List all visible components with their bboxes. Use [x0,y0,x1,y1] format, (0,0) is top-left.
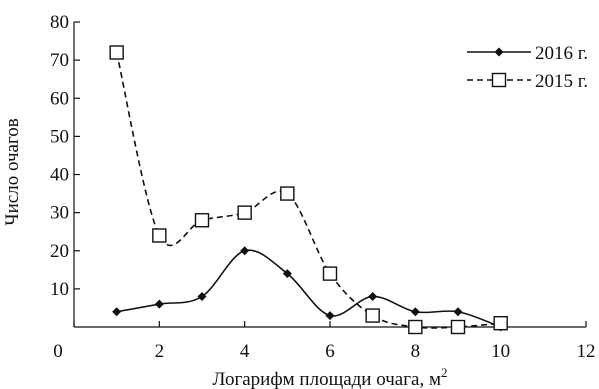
legend-item-0: 2016 г. [467,43,588,64]
data-point [280,186,295,201]
y-tick-label: 20 [50,241,69,262]
y-tick-label: 10 [50,279,69,300]
data-point [325,311,335,321]
y-tick-label: 80 [50,12,69,33]
series-line-0 [116,249,501,328]
series-group [109,45,508,335]
x-tick-label: 0 [53,341,63,362]
x-axis-title-text: Логарифм площади очага, м [213,369,441,389]
y-tick-label: 70 [50,50,69,71]
x-tick-label: 10 [491,341,510,362]
data-point [237,205,252,220]
series-line-1 [115,52,501,329]
legend-item-1: 2015 г. [467,71,588,92]
legend-label: 2016 г. [535,43,588,64]
data-point [408,319,423,335]
data-point [152,228,167,243]
data-point [194,213,210,228]
data-point [450,319,466,335]
x-tick-label: 2 [155,341,165,362]
data-point [154,299,164,309]
x-tick-label: 6 [325,341,335,362]
data-point [282,269,292,279]
x-tick-label: 8 [411,341,421,362]
data-point [240,246,250,256]
data-point [197,292,207,301]
legend-label: 2015 г. [535,71,588,92]
data-point [410,307,420,317]
legend-marker [491,72,507,88]
series-0 [112,246,506,332]
y-tick-label: 50 [50,126,69,147]
x-axis-title: Логарифм площади очага, м2 [213,365,448,389]
y-tick-label: 30 [50,203,69,224]
data-point [322,266,338,281]
legend-marker [494,47,504,57]
axis-ticks: 0 2 4 6 8 10 12 10 20 30 40 50 60 70 80 [50,12,596,362]
y-tick-label: 40 [50,165,69,186]
x-axis-title-superscript: 2 [441,365,448,380]
legend: 2016 г. 2015 г. [467,43,588,92]
x-tick-label: 12 [577,341,596,362]
data-point [365,308,380,323]
y-axis-title: Число очагов [2,118,23,225]
data-point [453,307,463,317]
data-point [109,45,124,60]
series-1 [109,45,508,335]
data-point [112,307,122,317]
x-tick-label: 4 [240,341,250,362]
data-point [368,292,378,301]
y-tick-label: 60 [50,88,69,109]
axes [73,22,586,328]
data-point [493,315,508,331]
